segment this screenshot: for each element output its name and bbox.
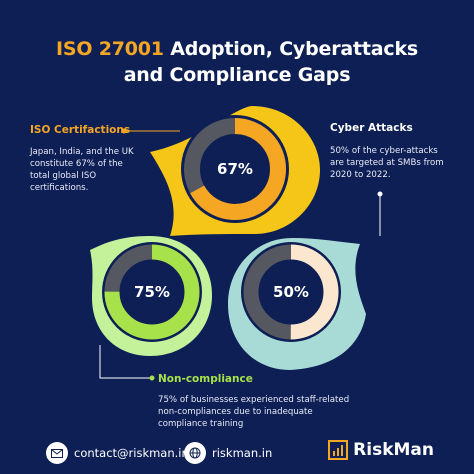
noncompliance-donut-arc [104,244,200,340]
noncompliance-percent-label: 75% [134,283,170,301]
mail-icon [46,442,68,464]
iso-donut: 67% [181,115,289,223]
globe-icon [184,442,206,464]
noncompliance-donut: 75% [102,242,202,342]
iso-connector-dot [121,128,127,134]
brand-name: RiskMan [353,440,434,460]
cyber-description: 50% of the cyber-attacks are targeted at… [330,146,444,180]
noncompliance-description: 75% of businesses experienced staff-rela… [158,395,350,429]
page-title: ISO 27001 Adoption, Cyberattacks and Com… [0,36,474,88]
cyber-connector-dot [377,191,383,197]
brand-logo: RiskMan [328,440,434,460]
iso-percent-label: 67% [217,160,253,178]
noncompliance-connector [99,345,150,379]
footer: contact@riskman.in riskman.in RiskMan [0,428,474,474]
email-contact[interactable]: contact@riskman.in [46,442,189,464]
iso-description: Japan, India, and the UK constitute 67% … [30,147,134,193]
title-highlight: ISO 27001 [55,38,164,60]
title-line-2: and Compliance Gaps [123,64,351,86]
noncompliance-connector-dot [149,375,155,381]
cyber-donut: 50% [241,242,341,342]
cyber-percent-label: 50% [273,283,309,301]
cyber-heading: Cyber Attacks [330,122,413,134]
email-text: contact@riskman.in [74,446,189,460]
title-line-1-rest: Adoption, Cyberattacks [163,38,418,60]
iso-donut-arc [184,118,286,220]
website-text: riskman.in [212,446,273,460]
title-line-1: ISO 27001 Adoption, Cyberattacks [0,36,474,62]
noncompliance-heading: Non-compliance [158,373,253,385]
website-contact[interactable]: riskman.in [184,442,272,464]
iso-heading: ISO Certifactions [30,124,131,136]
cyber-donut-arc [243,244,339,340]
chart-logo-icon [328,440,349,460]
